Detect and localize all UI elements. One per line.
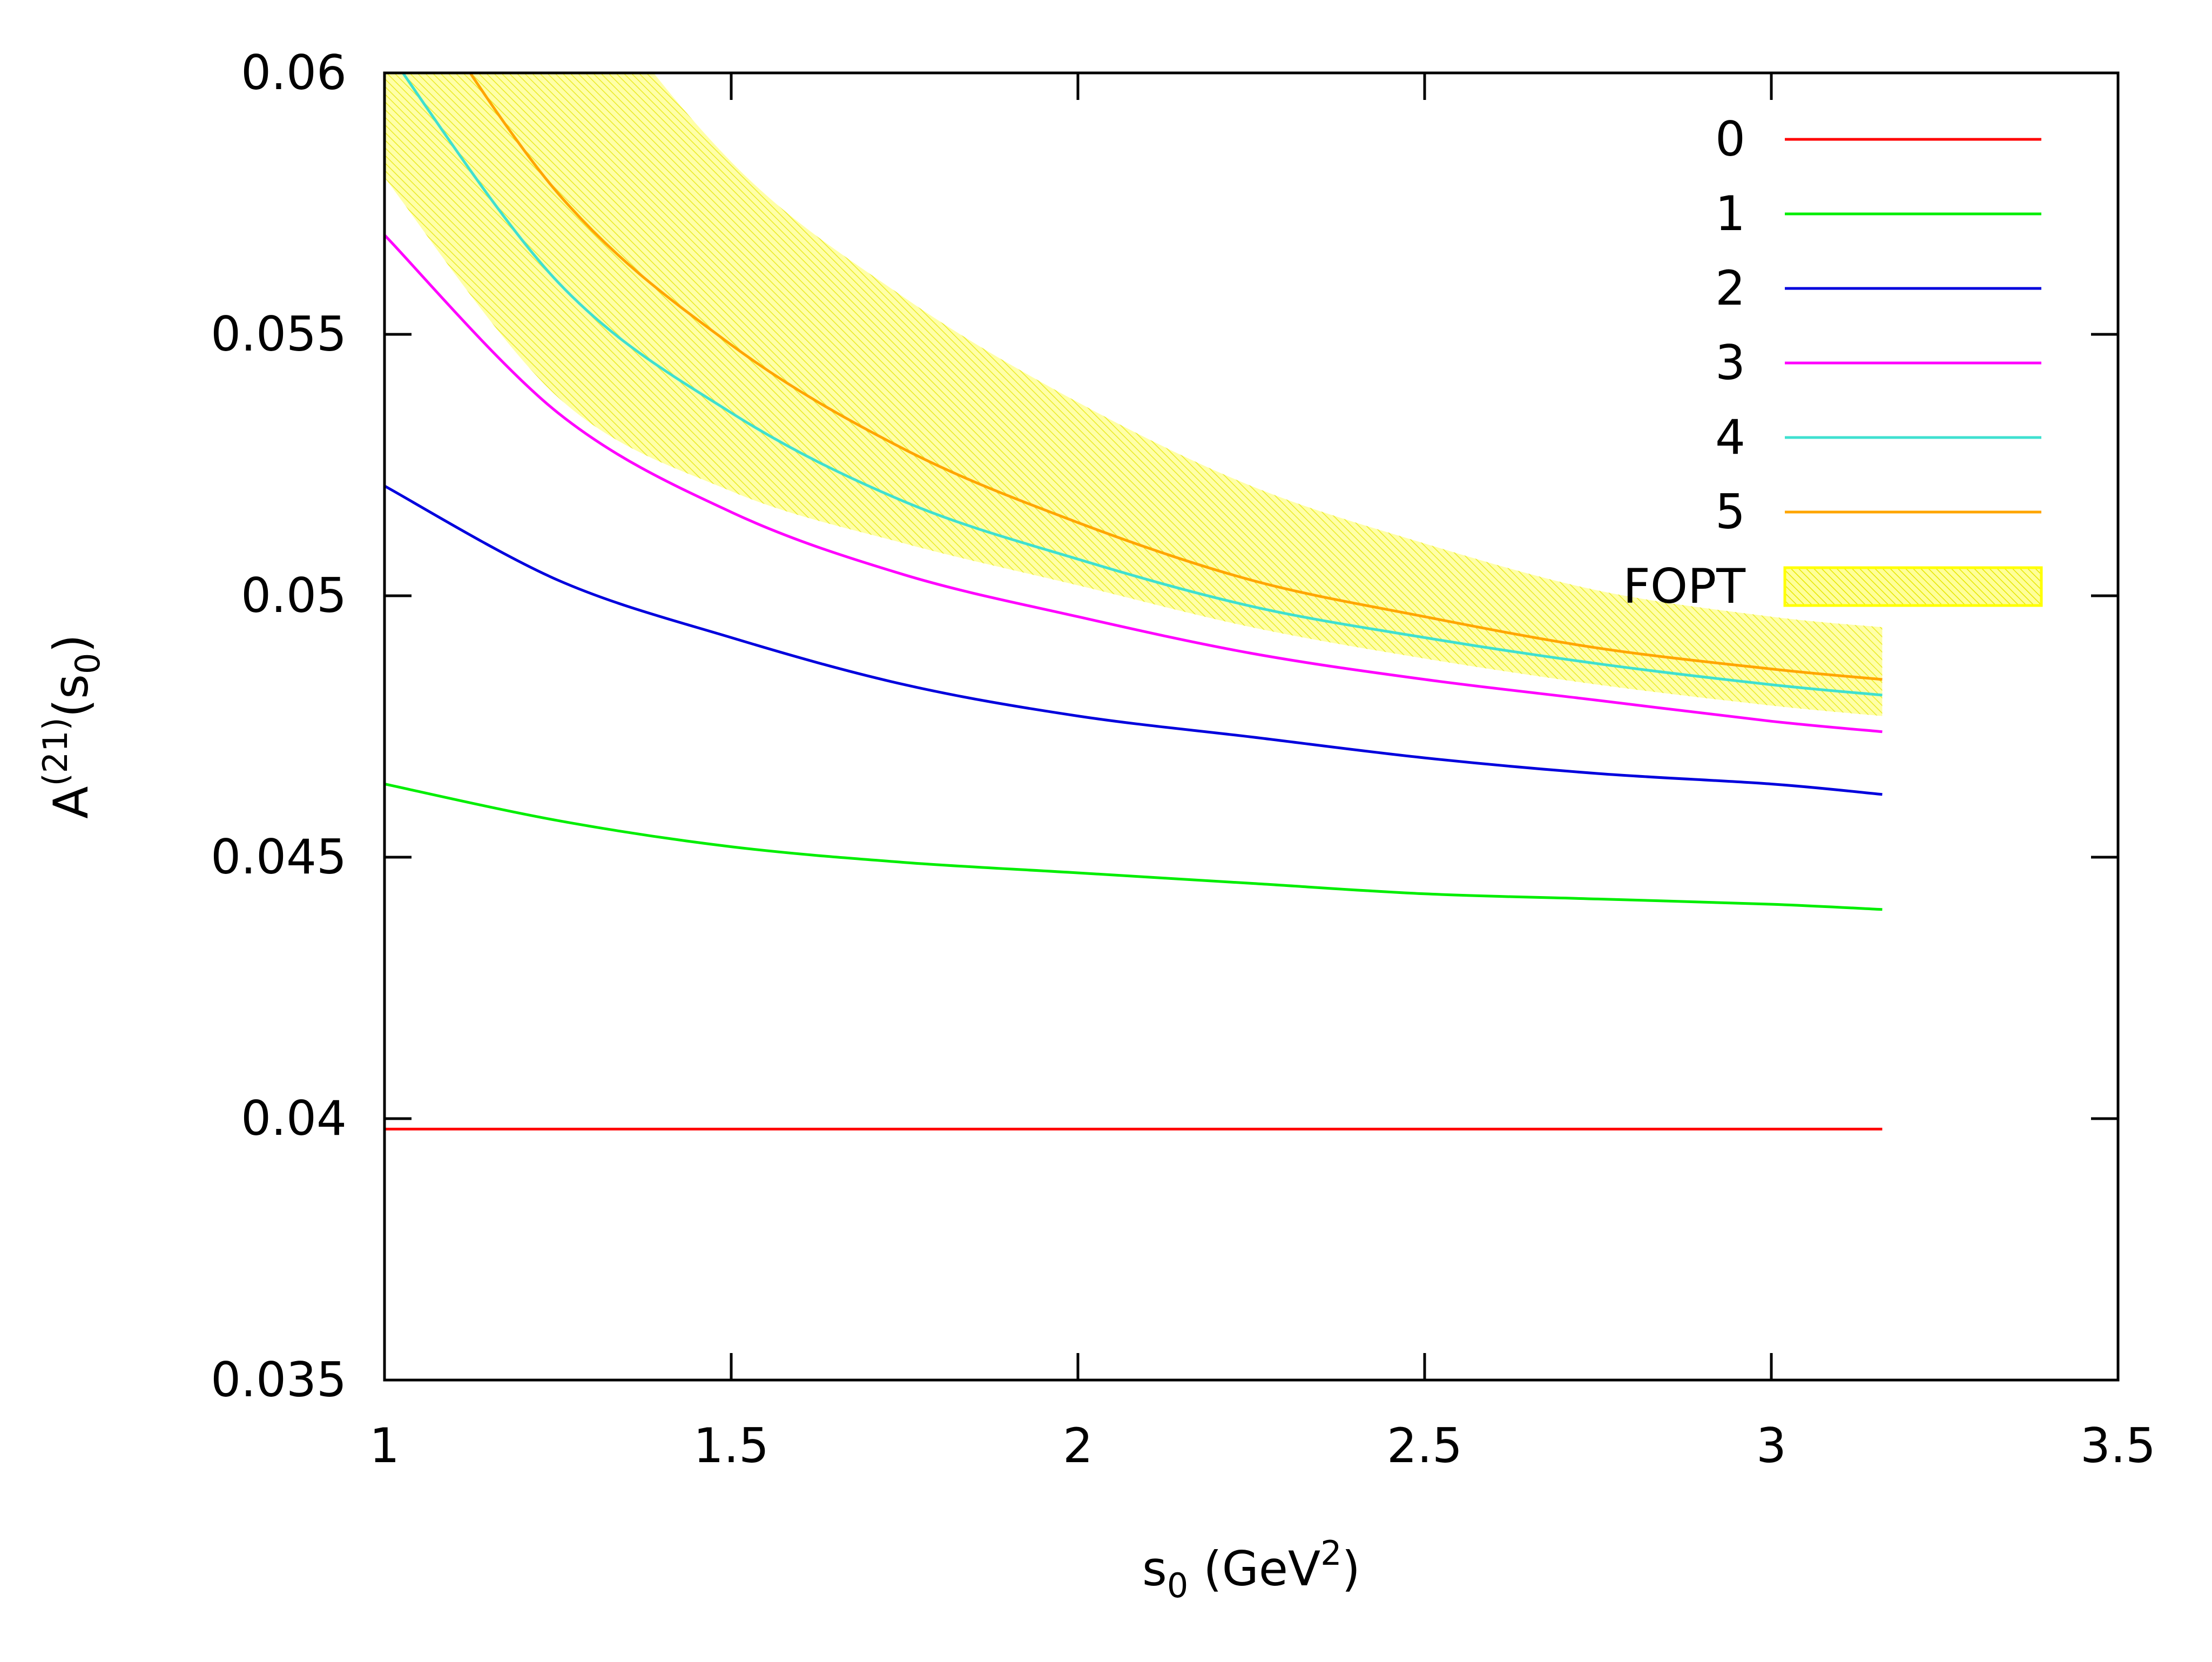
legend-label-4: 4: [1715, 409, 1745, 465]
legend-label-fopt: FOPT: [1623, 559, 1746, 614]
x-axis: 1 1.5 2 2.5 3 3.5: [369, 73, 2156, 1473]
series-line-5: [468, 73, 1883, 681]
series-line-2: [385, 485, 1883, 796]
x-tick-label: 1.5: [693, 1418, 769, 1473]
x-axis-title: s0 (GeV2): [1142, 1533, 1360, 1605]
series-layer: [385, 73, 1883, 1131]
y-tick-label: 0.055: [211, 306, 347, 362]
series-line-3: [385, 234, 1883, 734]
legend-label-2: 2: [1715, 260, 1745, 316]
y-tick-label: 0.035: [211, 1352, 347, 1408]
legend-label-0: 0: [1715, 111, 1745, 167]
legend: 0 1 2 3 4 5 FOPT: [1623, 111, 2043, 614]
x-tick-label: 1: [369, 1418, 400, 1473]
plot-frame: [383, 71, 2120, 1382]
x-tick-label: 3: [1756, 1418, 1786, 1473]
y-tick-label: 0.04: [241, 1091, 347, 1146]
series-line-1: [385, 783, 1883, 911]
x-tick-label: 2: [1063, 1418, 1093, 1473]
y-axis: 0.035 0.04 0.045 0.05 0.055 0.06: [211, 45, 2118, 1408]
y-axis-title: A(21)(s0): [36, 634, 107, 818]
legend-swatch-fopt: [1783, 566, 2043, 607]
x-tick-label: 2.5: [1387, 1418, 1462, 1473]
legend-label-5: 5: [1715, 484, 1745, 540]
x-tick-label: 3.5: [2080, 1418, 2156, 1473]
y-tick-label: 0.06: [241, 45, 347, 100]
legend-label-3: 3: [1715, 335, 1745, 391]
fopt-band: [385, 73, 1883, 716]
band-layer: [385, 73, 1883, 716]
legend-label-1: 1: [1715, 186, 1745, 241]
series-line-4: [401, 73, 1883, 697]
y-tick-label: 0.05: [241, 568, 347, 623]
y-tick-label: 0.045: [211, 829, 347, 885]
